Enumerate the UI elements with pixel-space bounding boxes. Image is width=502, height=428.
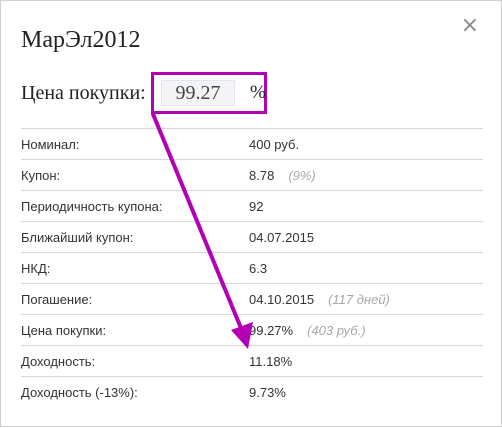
row-note: (9%): [288, 168, 316, 183]
row-next-coupon: Ближайший купон: 04.07.2015: [21, 221, 483, 252]
row-nominal: Номинал: 400 руб.: [21, 128, 483, 159]
purchase-price-label: Цена покупки:: [21, 82, 146, 104]
row-label: Купон:: [21, 168, 61, 183]
row-value: 8.78 (9%): [249, 168, 316, 183]
row-value: 400 руб.: [249, 137, 300, 152]
row-label: Номинал:: [21, 137, 80, 152]
row-label: Доходность (-13%):: [21, 385, 138, 400]
row-yield: Доходность: 11.18%: [21, 345, 483, 376]
row-purchase-price: Цена покупки: 99.27% (403 руб.): [21, 314, 483, 345]
row-yield-after-tax: Доходность (-13%): 9.73%: [21, 376, 483, 407]
row-label: НКД:: [21, 261, 51, 276]
row-value: 11.18%: [249, 354, 293, 369]
row-coupon-period: Периодичность купона: 92: [21, 190, 483, 221]
dialog-title: МарЭл2012: [21, 27, 141, 53]
row-value: 99.27% (403 руб.): [249, 323, 366, 338]
row-maturity: Погашение: 04.10.2015 (117 дней): [21, 283, 483, 314]
row-note: (403 руб.): [307, 323, 366, 338]
row-value: 92: [249, 199, 264, 214]
row-label: Доходность:: [21, 354, 96, 369]
row-label: Периодичность купона:: [21, 199, 163, 214]
bond-details-table: Номинал: 400 руб. Купон: 8.78 (9%) Период…: [21, 128, 483, 407]
row-value: 6.3: [249, 261, 268, 276]
row-label: Погашение:: [21, 292, 93, 307]
row-value: 9.73%: [249, 385, 286, 400]
row-label: Ближайший купон:: [21, 230, 134, 245]
row-label: Цена покупки:: [21, 323, 107, 338]
row-coupon: Купон: 8.78 (9%): [21, 159, 483, 190]
purchase-price-input[interactable]: [161, 80, 235, 106]
close-icon[interactable]: ×: [460, 13, 479, 38]
percent-unit: %: [250, 82, 266, 103]
row-value: 04.10.2015 (117 дней): [249, 292, 390, 307]
row-accrued-interest: НКД: 6.3: [21, 252, 483, 283]
row-note: (117 дней): [328, 292, 390, 307]
purchase-price-highlight: %: [151, 72, 267, 114]
row-value: 04.07.2015: [249, 230, 315, 245]
